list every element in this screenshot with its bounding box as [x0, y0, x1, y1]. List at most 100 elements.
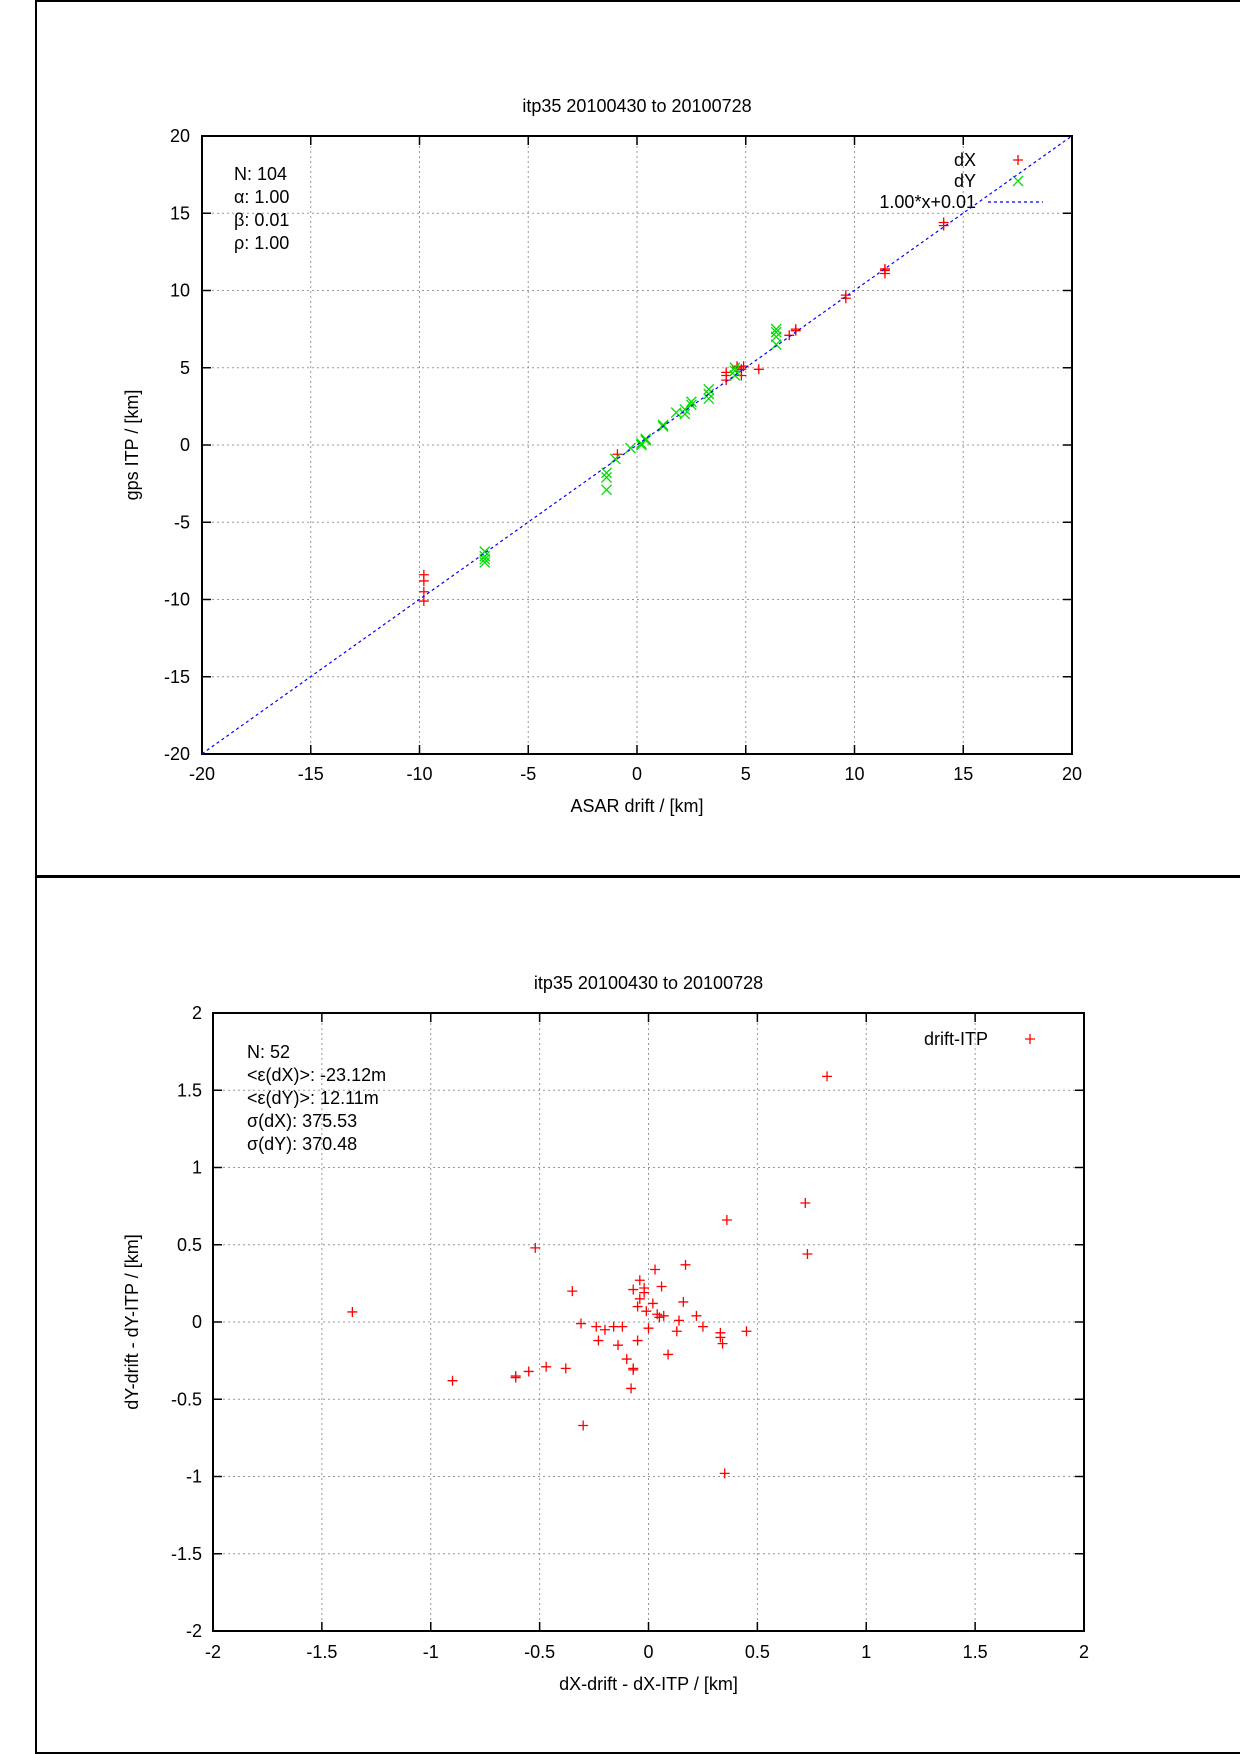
drift-itp-point — [634, 1293, 645, 1304]
dy-point — [609, 453, 621, 465]
y-tick-label: 1.5 — [177, 1080, 202, 1100]
drift-itp-point — [523, 1366, 534, 1377]
y-tick-label: 1 — [192, 1158, 202, 1178]
dy-point — [770, 331, 782, 343]
x-tick-label: 0.5 — [745, 1642, 770, 1662]
drift-itp-point — [621, 1354, 632, 1365]
stats-line: σ(dX): 375.53 — [247, 1111, 357, 1131]
x-tick-label: -1.5 — [306, 1642, 337, 1662]
stats-line: N: 52 — [247, 1042, 290, 1062]
stats-line: σ(dY): 370.48 — [247, 1134, 357, 1154]
drift-itp-point — [673, 1315, 684, 1326]
x-tick-label: 10 — [844, 764, 864, 784]
legend-label: drift-ITP — [924, 1029, 988, 1049]
legend-marker — [1012, 175, 1024, 187]
chart-title: itp35 20100430 to 20100728 — [522, 96, 751, 116]
drift-itp-point — [658, 1310, 669, 1321]
drift-itp-point — [578, 1420, 589, 1431]
x-tick-label: -5 — [520, 764, 536, 784]
y-tick-label: -5 — [174, 512, 190, 532]
drift-itp-point — [656, 1281, 667, 1292]
drift-itp-point — [613, 1340, 624, 1351]
y-tick-label: -2 — [186, 1621, 202, 1641]
drift-itp-point — [530, 1242, 541, 1253]
y-tick-label: 5 — [180, 358, 190, 378]
x-tick-label: -2 — [205, 1642, 221, 1662]
y-tick-label: 0.5 — [177, 1235, 202, 1255]
drift-itp-point — [632, 1301, 643, 1312]
dy-point — [703, 383, 715, 395]
drift-itp-point — [800, 1198, 811, 1209]
drift-itp-point — [691, 1310, 702, 1321]
stats-line: N: 104 — [234, 164, 287, 184]
drift-itp-point — [593, 1335, 604, 1346]
dy-point — [770, 326, 782, 338]
y-tick-label: 0 — [180, 435, 190, 455]
x-tick-label: 0 — [632, 764, 642, 784]
drift-itp-point — [575, 1318, 586, 1329]
drift-itp-point — [671, 1326, 682, 1337]
y-tick-label: 0 — [192, 1312, 202, 1332]
y-tick-label: -1 — [186, 1467, 202, 1487]
dy-point — [703, 388, 715, 400]
drift-itp-point — [697, 1321, 708, 1332]
drift-itp-point — [608, 1321, 619, 1332]
stats-line: <ε(dY)>: 12.11m — [247, 1088, 379, 1108]
drift-itp-point — [639, 1283, 650, 1294]
drift-itp-point — [567, 1286, 578, 1297]
x-tick-label: 2 — [1079, 1642, 1089, 1662]
dy-point — [679, 408, 691, 420]
x-tick-label: -20 — [189, 764, 215, 784]
dy-point — [479, 556, 491, 568]
dx-point — [753, 364, 764, 375]
dy-point — [601, 471, 613, 483]
x-tick-label: -0.5 — [524, 1642, 555, 1662]
page-border-bottom — [36, 1752, 1240, 1754]
drift-itp-point — [560, 1363, 571, 1374]
top-chart: -20 -15 -10 -5 0 5 10 15 20 -20 -15 -10 -5 0 5 10 15 20 it… — [122, 96, 1082, 816]
stats-line: ρ: 1.00 — [234, 233, 289, 253]
dx-point — [418, 586, 429, 597]
dx-point — [784, 330, 795, 341]
x-tick-label: -15 — [298, 764, 324, 784]
y-tick-label: -0.5 — [171, 1389, 202, 1409]
drift-itp-point — [628, 1363, 639, 1374]
bottom-chart: -2 -1.5 -1 -0.5 0 0.5 1 1.5 2 -2 -1.5 -1 -0.5 0 0.5 1 1.… — [122, 973, 1089, 1694]
legend-label: dX — [954, 150, 976, 170]
legend-label: dY — [954, 171, 976, 191]
y-tick-label: -1.5 — [171, 1544, 202, 1564]
drift-itp-point — [632, 1335, 643, 1346]
x-tick-label: -1 — [423, 1642, 439, 1662]
legend-marker — [1013, 155, 1023, 165]
x-axis-label: ASAR drift / [km] — [570, 796, 703, 816]
dy-point — [703, 393, 715, 405]
dx-point — [418, 575, 429, 586]
x-tick-label: 5 — [741, 764, 751, 784]
dy-point — [729, 362, 741, 374]
y-tick-label: 10 — [170, 281, 190, 301]
drift-itp-point — [802, 1249, 813, 1260]
drift-itp-point — [617, 1321, 628, 1332]
legend-marker — [1025, 1034, 1035, 1044]
drift-itp-point — [822, 1071, 833, 1082]
x-tick-label: 1 — [861, 1642, 871, 1662]
drift-itp-point — [741, 1326, 752, 1337]
drift-itp-point — [641, 1306, 652, 1317]
dy-point — [657, 419, 669, 431]
y-axis-label: dY-drift - dY-ITP / [km] — [122, 1234, 142, 1409]
dx-point — [840, 293, 851, 304]
y-tick-label: -15 — [164, 667, 190, 687]
plot-frame — [201, 135, 1073, 755]
x-tick-label: 1.5 — [963, 1642, 988, 1662]
drift-itp-point — [634, 1275, 645, 1286]
dx-point — [938, 217, 949, 228]
dy-point — [625, 442, 636, 454]
dx-point — [418, 596, 429, 607]
legend-label: 1.00*x+0.01 — [879, 192, 976, 212]
dx-point — [790, 325, 801, 336]
dy-point — [640, 433, 652, 445]
drift-itp-point — [541, 1361, 552, 1372]
page-separator — [36, 875, 1240, 878]
dy-point — [685, 396, 697, 408]
